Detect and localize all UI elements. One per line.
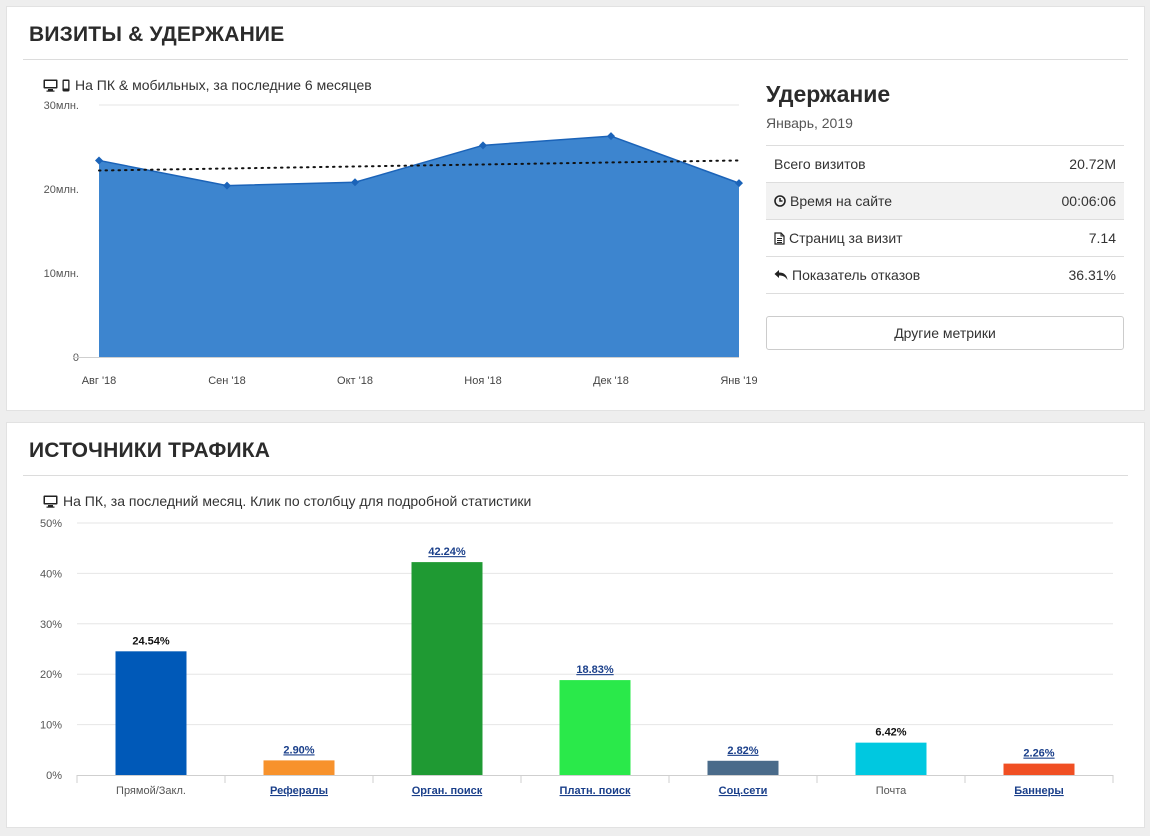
bar-category-label[interactable]: Соц.сети: [719, 785, 768, 797]
retention-label: Время на сайте: [774, 193, 892, 209]
desktop-icon: [43, 495, 58, 508]
area-data-point[interactable]: [95, 156, 103, 165]
area-data-point[interactable]: [223, 181, 231, 190]
area-data-point[interactable]: [479, 141, 487, 150]
retention-row-bounce-rate: Показатель отказов 36.31%: [766, 257, 1124, 294]
clock-icon: [774, 195, 786, 207]
area-x-tick-label: Сен '18: [208, 375, 246, 387]
desktop-icon: [43, 79, 58, 92]
traffic-panel-title: ИСТОЧНИКИ ТРАФИКА: [29, 439, 271, 462]
visits-title-divider: [23, 59, 1128, 60]
bar-y-tick-label: 20%: [40, 669, 62, 681]
bar-7[interactable]: [1003, 763, 1075, 775]
bar-6[interactable]: [855, 742, 927, 775]
area-data-point[interactable]: [351, 178, 359, 187]
reply-arrow-icon: [774, 270, 788, 280]
visits-panel-title: ВИЗИТЫ & УДЕРЖАНИЕ: [29, 23, 285, 46]
traffic-subtitle: На ПК, за последний месяц. Клик по столб…: [43, 493, 531, 509]
area-data-point[interactable]: [735, 179, 743, 188]
area-data-point[interactable]: [607, 132, 615, 141]
bar-5[interactable]: [707, 760, 779, 775]
retention-label: Показатель отказов: [774, 267, 920, 283]
pages-per-visit-value: 7.14: [1088, 230, 1116, 246]
bar-category-label: Почта: [876, 785, 907, 797]
bar-category-label: Прямой/Закл.: [116, 785, 186, 797]
traffic-subtitle-text: На ПК, за последний месяц. Клик по столб…: [63, 493, 532, 509]
area-y-tick-label: 30млн.: [44, 100, 79, 112]
bar-category-label[interactable]: Баннеры: [1014, 785, 1064, 797]
bar-category-label[interactable]: Рефералы: [270, 785, 328, 797]
area-x-tick-label: Дек '18: [593, 375, 629, 387]
visits-subtitle-text: На ПК & мобильных, за последние 6 месяце…: [75, 77, 372, 93]
retention-date: Январь, 2019: [766, 115, 853, 131]
retention-row-time-on-site: Время на сайте 00:06:06: [766, 183, 1124, 220]
area-x-tick-label: Ноя '18: [464, 375, 501, 387]
bar-category-label[interactable]: Платн. поиск: [560, 785, 631, 797]
bar-category-label[interactable]: Орган. поиск: [412, 785, 483, 797]
retention-title: Удержание: [766, 81, 891, 107]
retention-block: Удержание Январь, 2019 Всего визитов 20.…: [766, 77, 1124, 350]
bar-data-label[interactable]: 18.83%: [576, 664, 614, 676]
area-y-tick-label: 10млн.: [44, 268, 79, 280]
bar-data-label[interactable]: 2.82%: [727, 745, 758, 757]
retention-table: Всего визитов 20.72M Время на сайте 00:0…: [766, 145, 1124, 294]
traffic-sources-panel: ИСТОЧНИКИ ТРАФИКА На ПК, за последний ме…: [6, 422, 1145, 828]
area-y-tick-label: 20млн.: [44, 184, 79, 196]
bar-data-label[interactable]: 2.26%: [1023, 748, 1054, 760]
area-fill: [99, 136, 739, 357]
bar-data-label[interactable]: 42.24%: [428, 546, 466, 558]
visits-retention-panel: ВИЗИТЫ & УДЕРЖАНИЕ На ПК & мобильных, за…: [6, 6, 1145, 411]
traffic-title-divider: [23, 475, 1128, 476]
retention-row-pages-per-visit: Страниц за визит 7.14: [766, 220, 1124, 257]
bounce-rate-value: 36.31%: [1068, 267, 1116, 283]
area-trend-line: [98, 159, 740, 172]
bounce-rate-label: Показатель отказов: [792, 267, 921, 283]
pages-per-visit-label: Страниц за визит: [789, 230, 903, 246]
total-visits-value: 20.72M: [1069, 156, 1116, 172]
traffic-bar-chart: 0% 10% 20% 30% 40% 50% 24.54% Прямой/Закл. 2.90%…: [40, 518, 1114, 797]
bar-y-tick-label: 40%: [40, 568, 62, 580]
bar-y-tick-label: 30%: [40, 619, 62, 631]
bar-data-label[interactable]: 2.90%: [283, 744, 314, 756]
bar-data-label: 6.42%: [875, 727, 906, 739]
bar-3[interactable]: [411, 562, 483, 775]
retention-label: Страниц за визит: [774, 230, 903, 246]
retention-label: Всего визитов: [774, 156, 866, 172]
bar-y-tick-label: 10%: [40, 720, 62, 732]
area-x-tick-label: Окт '18: [337, 375, 373, 387]
document-icon: [774, 231, 785, 245]
bar-2[interactable]: [263, 760, 335, 775]
bar-4[interactable]: [559, 680, 631, 775]
area-x-tick-label: Янв '19: [720, 375, 757, 387]
time-on-site-label: Время на сайте: [790, 193, 893, 209]
visits-subtitle: На ПК & мобильных, за последние 6 месяце…: [43, 77, 372, 93]
retention-row-total-visits: Всего визитов 20.72M: [766, 146, 1124, 183]
bar-1[interactable]: [115, 651, 187, 775]
bar-data-label: 24.54%: [132, 635, 170, 647]
more-metrics-button[interactable]: Другие метрики: [766, 316, 1124, 350]
mobile-icon: [62, 79, 70, 91]
area-x-tick-label: Авг '18: [82, 375, 117, 387]
time-on-site-value: 00:06:06: [1061, 193, 1117, 209]
area-series-line: [98, 135, 740, 187]
bar-y-tick-label: 0%: [46, 770, 62, 782]
bar-y-tick-label: 50%: [40, 518, 62, 530]
total-visits-label: Всего визитов: [774, 156, 866, 172]
